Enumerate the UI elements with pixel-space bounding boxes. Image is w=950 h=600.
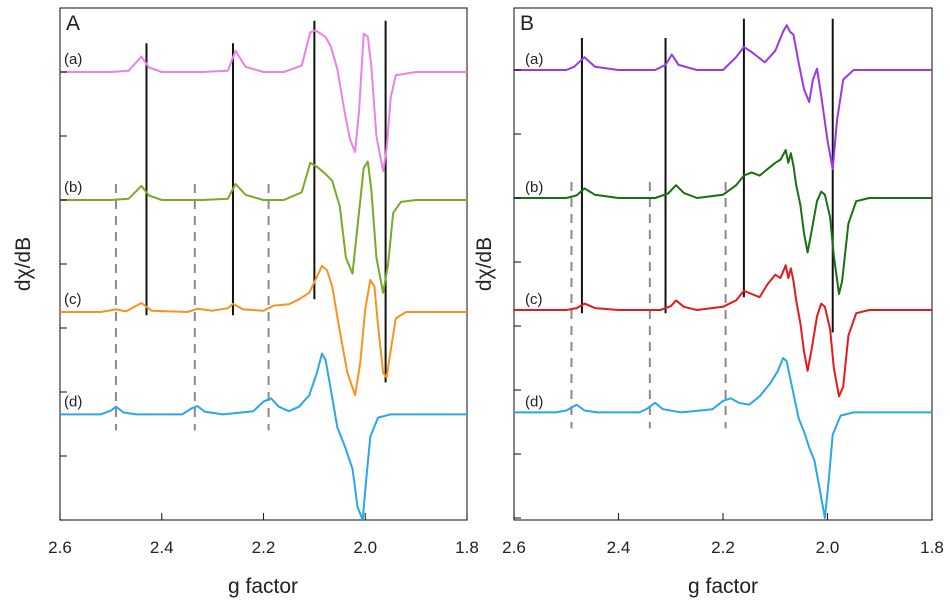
panel-a-trace-label-d: (d) [64, 393, 82, 410]
panel-b-label: B [520, 12, 534, 35]
panel-a-y-axis-title: dχ/dB [12, 237, 35, 291]
panel-a-x-tick-label: 2.2 [252, 538, 276, 557]
panel-a-trace-label-c: (c) [64, 291, 82, 308]
panel-b-y-axis-title: dχ/dB [473, 237, 496, 291]
panel-b-reference-lines [570, 18, 834, 429]
panel-b-trace-c [514, 264, 932, 398]
panel-b-traces: (a) (b) (c) (d) [514, 24, 932, 519]
panel-b-trace-a [514, 24, 932, 171]
panel-a-reference-lines [114, 20, 387, 431]
panel-a-traces: (a) (b) (c) (d) [60, 29, 467, 521]
panel-a-label: A [66, 12, 80, 35]
panel-a: A g factor dχ/dB (a)(b)(c)(d) 2.6 2.4 2.2 2… [12, 7, 479, 598]
panel-a-trace-c [60, 264, 467, 397]
panel-b-trace-label-c: (c) [525, 291, 543, 308]
panel-b-x-tick-label: 2.6 [502, 538, 526, 557]
panel-b-x-tick-label: 2.4 [607, 538, 631, 557]
panel-a-x-tick-label: 2.4 [150, 538, 174, 557]
panel-b-frame [513, 7, 933, 521]
panel-b-trace-b [514, 149, 932, 295]
panel-b-x-axis-title: g factor [688, 575, 758, 598]
panel-b-ticks: 2.6 2.4 2.2 2.0 1.8 [502, 69, 944, 557]
panel-a-trace-label-b: (b) [64, 179, 82, 196]
panel-a-trace-a [60, 29, 467, 173]
panel-b: B g factor dχ/dB (a)(b)(c)(d) 2.6 2.4 2.2 2… [473, 7, 944, 598]
panel-a-x-tick-label: 1.8 [455, 538, 479, 557]
panel-b-x-tick-label: 1.8 [920, 538, 944, 557]
panel-a-trace-label-a: (a) [64, 51, 82, 68]
panel-b-x-tick-label: 2.2 [711, 538, 735, 557]
panel-a-trace-d [60, 352, 467, 521]
panel-b-trace-label-d: (d) [525, 393, 543, 410]
panel-a-x-axis-title: g factor [228, 575, 298, 598]
panel-b-x-tick-label: 2.0 [816, 538, 840, 557]
panel-b-trace-label-b: (b) [525, 179, 543, 196]
panel-a-x-tick-label: 2.0 [353, 538, 377, 557]
panel-a-trace-b [60, 160, 467, 294]
panel-a-frame [59, 7, 468, 521]
panel-a-ticks: 2.6 2.4 2.2 2.0 1.8 [48, 71, 479, 557]
panel-b-trace-d [514, 357, 932, 519]
panel-b-trace-label-a: (a) [525, 51, 543, 68]
panel-a-x-tick-label: 2.6 [48, 538, 72, 557]
